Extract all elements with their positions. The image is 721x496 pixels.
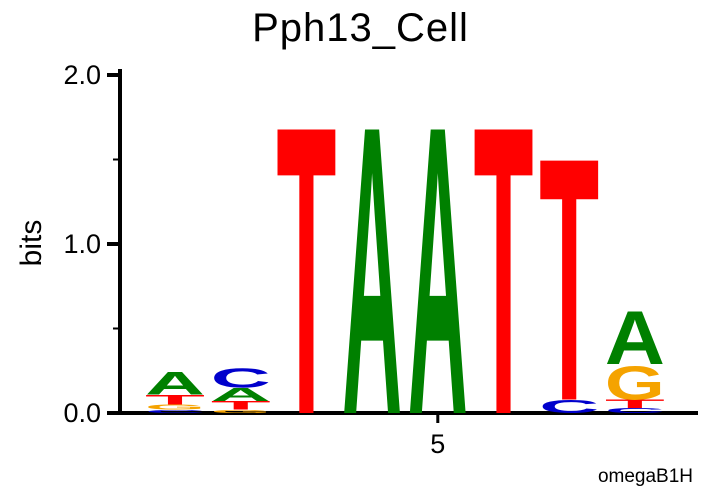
logo-letter-C: C (145, 409, 205, 414)
attribution-label: omegaB1H (597, 466, 693, 487)
logo-letter-A: A (342, 41, 402, 496)
logo-letter-G: G (145, 403, 205, 411)
logo-letter-G: G (605, 356, 665, 410)
logo-letter-G: G (211, 409, 271, 414)
logo-letter-T: T (211, 399, 271, 412)
logo-letter-A: A (145, 366, 205, 402)
chart-title: Pph13_Cell (252, 6, 469, 50)
logo-letter-A: A (211, 385, 271, 405)
logo-letter-A: A (408, 41, 468, 496)
logo-letter-T: T (474, 41, 534, 496)
logo-letter-C: C (211, 363, 271, 394)
logo-letter-A: A (605, 295, 665, 381)
logo-letter-C: C (539, 397, 599, 417)
y-tick-label: 0.0 (63, 398, 101, 428)
logo-letter-T: T (539, 85, 599, 474)
logo-letter-T: T (145, 392, 206, 407)
logo-letter-C: C (605, 407, 665, 415)
logo-letter-T: T (605, 398, 665, 411)
y-tick-label: 2.0 (63, 60, 101, 90)
logo-letter-T: T (276, 41, 336, 496)
y-tick-label: 1.0 (63, 229, 101, 259)
x-tick-label: 5 (430, 429, 445, 459)
